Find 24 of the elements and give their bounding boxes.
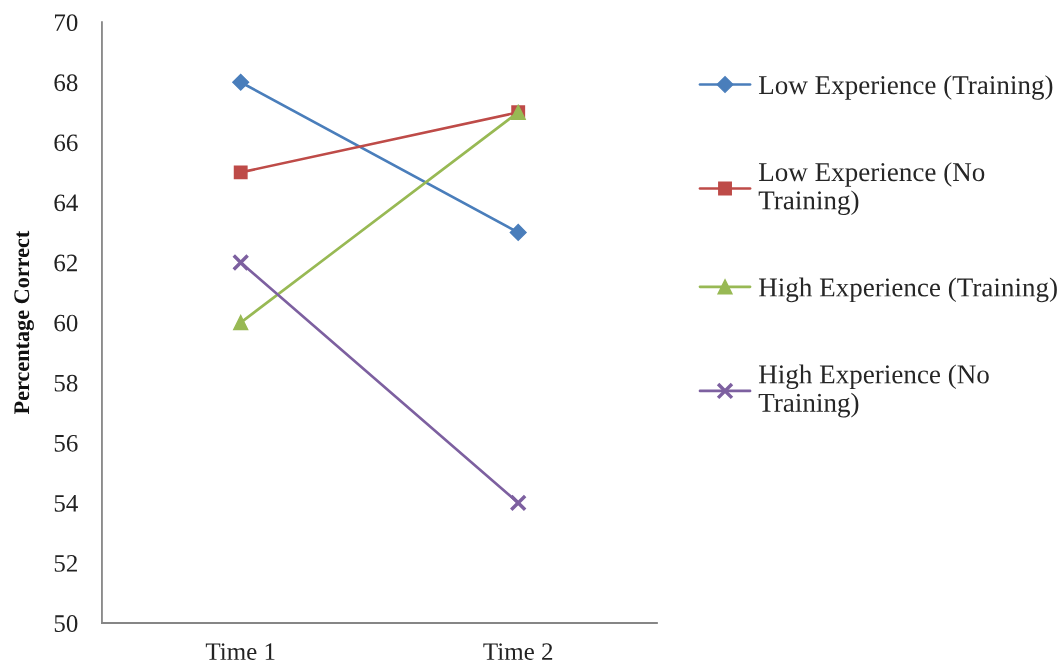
point bbox=[232, 73, 250, 91]
point bbox=[233, 314, 249, 331]
point bbox=[509, 223, 527, 242]
point bbox=[509, 494, 527, 512]
y-axis-title: Percentage Correct bbox=[14, 230, 34, 415]
y-tick-label: 60 bbox=[54, 314, 78, 332]
y-tick-label: 70 bbox=[54, 14, 78, 32]
y-tick-label: 58 bbox=[54, 374, 78, 392]
legend-label: High Experience (No Training) bbox=[758, 364, 989, 418]
legend-label: High Experience (Training) bbox=[758, 277, 1057, 303]
x-tick-label: Time 2 bbox=[483, 643, 553, 661]
legend-label: Low Experience (No Training) bbox=[758, 162, 985, 216]
point bbox=[232, 253, 250, 272]
y-tick-label: 54 bbox=[54, 495, 78, 512]
y-tick-label: 50 bbox=[54, 615, 78, 632]
y-tick-label: 56 bbox=[54, 434, 78, 452]
legend-label: Low Experience (Training) bbox=[758, 75, 1053, 100]
y-tick-label: 62 bbox=[54, 254, 77, 272]
y-tick-label: 68 bbox=[54, 74, 78, 92]
y-tick-label: 64 bbox=[54, 194, 78, 212]
y-tick-label: 66 bbox=[54, 134, 78, 152]
x-tick-label: Time 1 bbox=[205, 643, 275, 661]
point bbox=[233, 165, 248, 180]
y-tick-label: 52 bbox=[54, 555, 77, 572]
